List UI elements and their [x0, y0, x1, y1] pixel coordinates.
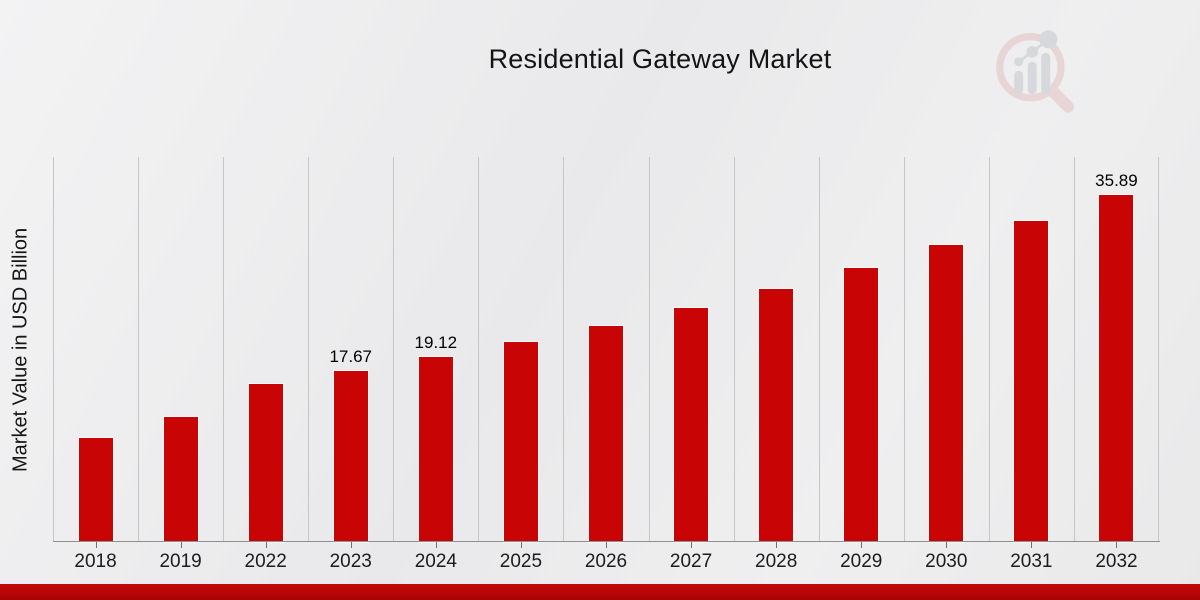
gridline: [563, 157, 564, 542]
axis-tick: [606, 542, 607, 548]
chart-title: Residential Gateway Market: [488, 44, 832, 74]
axis-tick: [776, 542, 778, 548]
gridline: [819, 157, 820, 542]
axis-tick: [180, 542, 182, 548]
gridline: [138, 157, 139, 542]
bar-2029: [843, 266, 880, 543]
x-tick-label-2032: 2032: [1095, 551, 1138, 572]
x-tick-label-2028: 2028: [755, 551, 798, 572]
bar-2025: [502, 340, 539, 543]
bar-2018: [77, 436, 114, 543]
axis-tick: [520, 542, 522, 548]
x-tick-label-2025: 2025: [499, 551, 543, 572]
value-label-2032: 35.89: [1095, 170, 1138, 190]
bar-2024: [417, 356, 454, 543]
y-axis-label: Market Value in USD Billion: [9, 227, 32, 472]
x-tick-label-2026: 2026: [584, 551, 628, 572]
x-tick-label-2024: 2024: [414, 551, 457, 572]
bar-2026: [588, 324, 624, 543]
x-tick-label-2023: 2023: [329, 551, 372, 572]
gridline: [734, 157, 735, 542]
gridline: [223, 157, 224, 542]
axis-tick: [861, 542, 863, 548]
gridline: [308, 157, 309, 542]
footer-accent-bar: [0, 584, 1200, 600]
x-tick-label-2018: 2018: [74, 551, 117, 572]
axis-tick: [946, 542, 948, 548]
x-tick-label-2019: 2019: [159, 551, 202, 572]
plot-area: 2018 2019 2022 17.67 2023 19.12 2024 2025 2026 20…: [53, 157, 1159, 572]
axis-tick: [1116, 542, 1118, 548]
axis-tick: [1031, 542, 1033, 548]
bar-2022: [247, 383, 284, 543]
x-tick-label-2029: 2029: [840, 551, 883, 572]
bar-2023: [332, 370, 369, 543]
gridline: [989, 157, 990, 542]
axis-tick: [95, 542, 97, 548]
magnifier-bar-chart-logo-icon: [996, 30, 1075, 113]
bar-2019: [162, 416, 199, 543]
x-tick-label-2027: 2027: [669, 551, 713, 572]
axis-tick: [265, 542, 267, 548]
axis-tick: [435, 542, 437, 548]
x-tick-label-2022: 2022: [244, 551, 287, 572]
axis-tick: [350, 542, 352, 548]
bar-2027: [673, 306, 710, 543]
gridline: [53, 157, 54, 542]
axis-tick: [691, 542, 693, 548]
value-label-2024: 19.12: [414, 333, 458, 353]
bar-2031: [1013, 220, 1050, 543]
x-tick-label-2030: 2030: [925, 551, 968, 572]
bar-2032: [1098, 193, 1135, 543]
gridline: [649, 157, 650, 542]
x-tick-label-2031: 2031: [1010, 551, 1053, 572]
gridline: [478, 157, 479, 542]
value-label-2023: 17.67: [329, 347, 373, 367]
gridline: [1158, 157, 1159, 542]
gridline: [904, 157, 905, 542]
bar-2028: [758, 287, 795, 543]
x-axis-line: [53, 541, 1160, 542]
gridline: [1074, 157, 1075, 542]
gridline: [393, 157, 394, 542]
bar-2030: [928, 244, 965, 543]
